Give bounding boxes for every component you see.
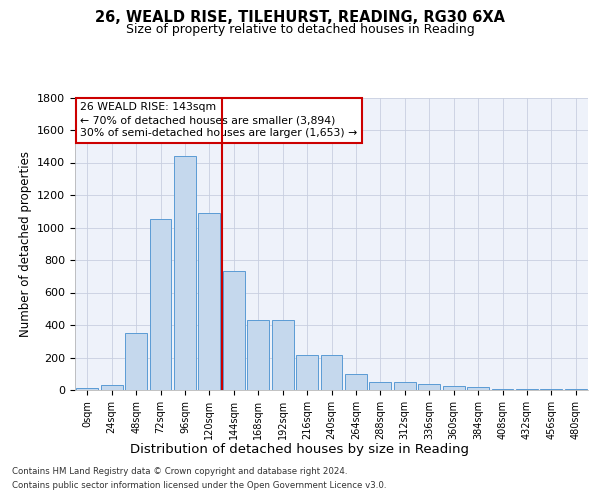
Bar (296, 355, 318, 390)
Bar (345, 374, 367, 390)
Bar (125, 333, 147, 390)
Bar (174, 156, 196, 390)
Bar (76, 388, 98, 390)
Text: Distribution of detached houses by size in Reading: Distribution of detached houses by size … (131, 442, 470, 456)
Text: Contains public sector information licensed under the Open Government Licence v3: Contains public sector information licen… (12, 481, 386, 490)
Y-axis label: Number of detached properties: Number of detached properties (19, 151, 32, 337)
Bar (516, 389, 538, 390)
Bar (247, 320, 269, 390)
Bar (541, 389, 562, 390)
Bar (320, 355, 343, 390)
Bar (370, 382, 391, 390)
Bar (394, 382, 416, 390)
Bar (101, 385, 122, 390)
Bar (443, 386, 464, 390)
Bar (491, 389, 514, 390)
Text: 26, WEALD RISE, TILEHURST, READING, RG30 6XA: 26, WEALD RISE, TILEHURST, READING, RG30… (95, 10, 505, 25)
Text: Contains HM Land Registry data © Crown copyright and database right 2024.: Contains HM Land Registry data © Crown c… (12, 468, 347, 476)
Bar (467, 387, 489, 390)
Bar (223, 272, 245, 390)
Bar (149, 220, 172, 390)
Bar (565, 389, 587, 390)
Bar (418, 384, 440, 390)
Text: Size of property relative to detached houses in Reading: Size of property relative to detached ho… (125, 22, 475, 36)
Text: 26 WEALD RISE: 143sqm
← 70% of detached houses are smaller (3,894)
30% of semi-d: 26 WEALD RISE: 143sqm ← 70% of detached … (80, 102, 358, 139)
Bar (272, 320, 293, 390)
Bar (199, 213, 220, 390)
